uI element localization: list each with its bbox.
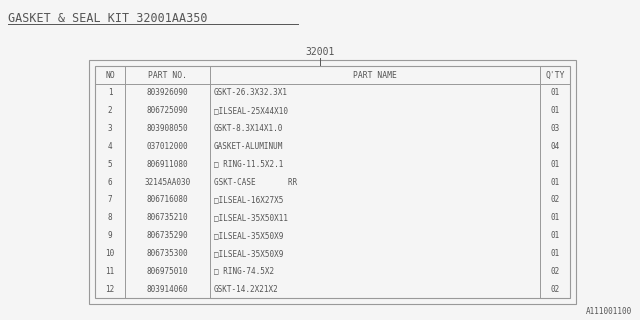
Text: 806716080: 806716080	[147, 196, 188, 204]
Text: 6: 6	[108, 178, 112, 187]
Text: 01: 01	[550, 249, 559, 258]
Text: 4: 4	[108, 142, 112, 151]
Text: 806735290: 806735290	[147, 231, 188, 240]
Text: □ILSEAL-35X50X9: □ILSEAL-35X50X9	[214, 231, 284, 240]
Text: 9: 9	[108, 231, 112, 240]
Text: 02: 02	[550, 267, 559, 276]
Text: 1: 1	[108, 88, 112, 97]
Text: 806735210: 806735210	[147, 213, 188, 222]
Text: GSKT-26.3X32.3X1: GSKT-26.3X32.3X1	[214, 88, 288, 97]
Text: 10: 10	[106, 249, 115, 258]
Text: 3: 3	[108, 124, 112, 133]
Text: 01: 01	[550, 178, 559, 187]
Text: □ RING-11.5X2.1: □ RING-11.5X2.1	[214, 160, 284, 169]
Text: 02: 02	[550, 196, 559, 204]
Bar	[89, 60, 576, 304]
Text: □ILSEAL-25X44X10: □ILSEAL-25X44X10	[214, 106, 288, 115]
Text: □ILSEAL-35X50X9: □ILSEAL-35X50X9	[214, 249, 284, 258]
Text: 806975010: 806975010	[147, 267, 188, 276]
Text: 806911080: 806911080	[147, 160, 188, 169]
Text: PART NO.: PART NO.	[148, 70, 187, 79]
Text: 806725090: 806725090	[147, 106, 188, 115]
Text: 02: 02	[550, 284, 559, 293]
Text: GSKT-CASE       RR: GSKT-CASE RR	[214, 178, 297, 187]
Text: 7: 7	[108, 196, 112, 204]
Text: 803914060: 803914060	[147, 284, 188, 293]
Text: 2: 2	[108, 106, 112, 115]
Text: 01: 01	[550, 106, 559, 115]
Text: 803908050: 803908050	[147, 124, 188, 133]
Text: PART NAME: PART NAME	[353, 70, 397, 79]
Text: 01: 01	[550, 231, 559, 240]
Text: NO: NO	[105, 70, 115, 79]
Text: 01: 01	[550, 88, 559, 97]
Text: 32145AA030: 32145AA030	[145, 178, 191, 187]
Text: 03: 03	[550, 124, 559, 133]
Text: GASKET-ALUMINUM: GASKET-ALUMINUM	[214, 142, 284, 151]
Bar	[95, 66, 570, 298]
Text: □ RING-74.5X2: □ RING-74.5X2	[214, 267, 274, 276]
Text: GSKT-8.3X14X1.0: GSKT-8.3X14X1.0	[214, 124, 284, 133]
Text: Q'TY: Q'TY	[545, 70, 564, 79]
Text: 01: 01	[550, 160, 559, 169]
Text: 01: 01	[550, 213, 559, 222]
Text: 11: 11	[106, 267, 115, 276]
Text: 32001: 32001	[305, 47, 335, 57]
Text: GSKT-14.2X21X2: GSKT-14.2X21X2	[214, 284, 279, 293]
Text: 12: 12	[106, 284, 115, 293]
Text: 04: 04	[550, 142, 559, 151]
Text: A111001100: A111001100	[586, 307, 632, 316]
Text: 037012000: 037012000	[147, 142, 188, 151]
Text: GASKET & SEAL KIT 32001AA350: GASKET & SEAL KIT 32001AA350	[8, 12, 207, 25]
Text: □ILSEAL-16X27X5: □ILSEAL-16X27X5	[214, 196, 284, 204]
Text: □ILSEAL-35X50X11: □ILSEAL-35X50X11	[214, 213, 288, 222]
Text: 806735300: 806735300	[147, 249, 188, 258]
Text: 5: 5	[108, 160, 112, 169]
Text: 8: 8	[108, 213, 112, 222]
Text: 803926090: 803926090	[147, 88, 188, 97]
